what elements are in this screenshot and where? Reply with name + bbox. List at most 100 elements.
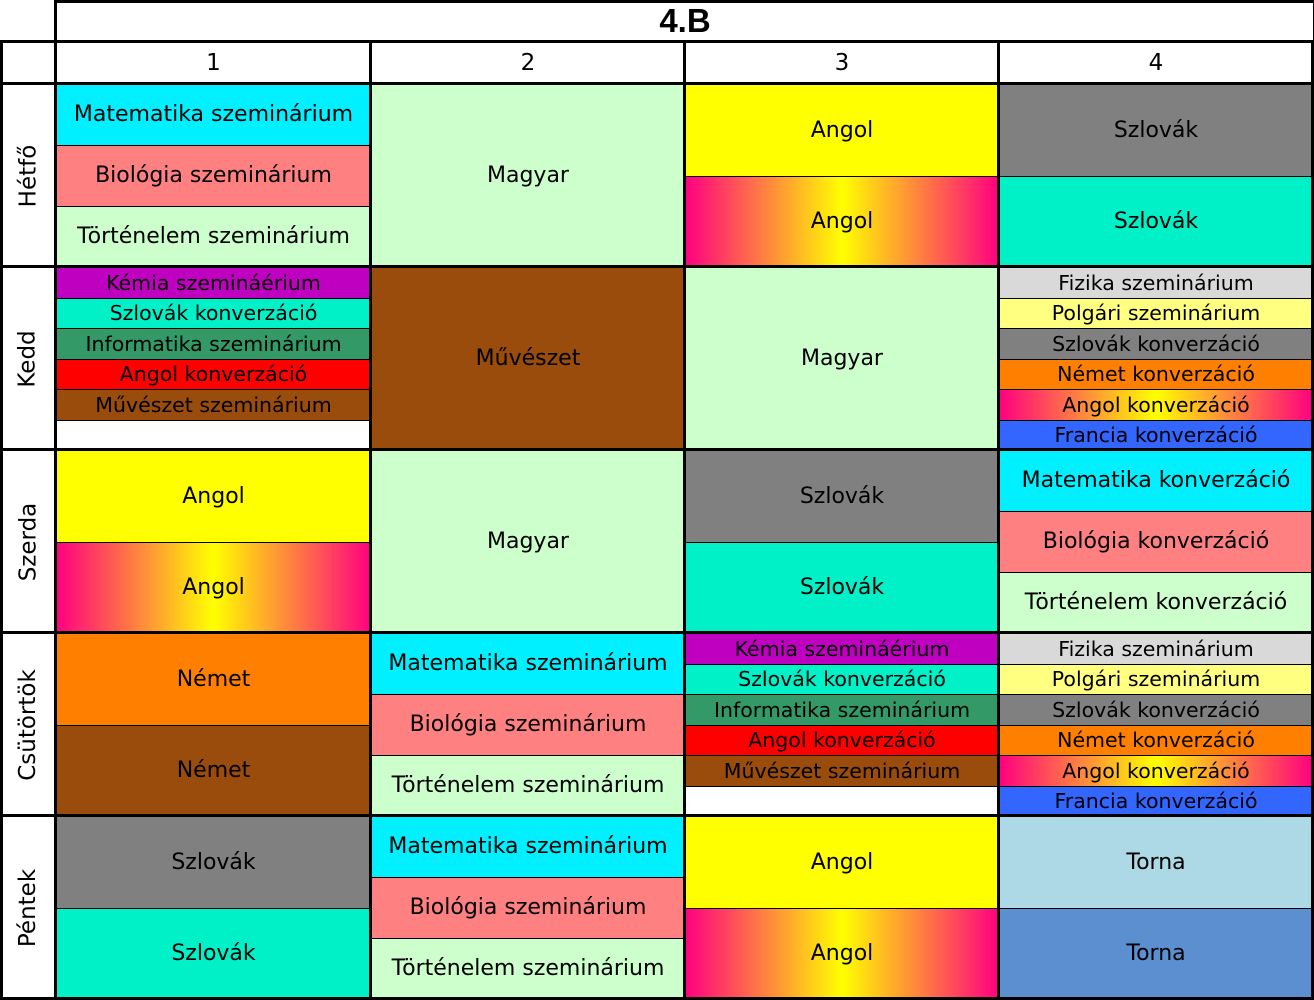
lesson-cell: Történelem szeminárium (371, 755, 685, 816)
grid-line (1311, 40, 1314, 1000)
cell-divider (56, 725, 371, 726)
lesson-cell: Angol (56, 450, 371, 542)
grid-line (0, 448, 1314, 451)
lesson-cell: Szlovák konverzáció (56, 298, 371, 328)
lesson-cell: Német (56, 725, 371, 816)
lesson-cell: Német konverzáció (999, 725, 1313, 755)
lesson-cell: Magyar (685, 267, 999, 450)
cell-divider (999, 298, 1313, 299)
column-header-1: 1 (206, 50, 221, 76)
lesson-cell: Angol (685, 176, 999, 267)
lesson-cell: Művészet szeminárium (56, 389, 371, 420)
lesson-cell: Fizika szeminárium (999, 267, 1313, 298)
cell-divider (56, 298, 371, 299)
lesson-cell: Matematika konverzáció (999, 450, 1313, 511)
lesson-cell: Angol konverzáció (999, 755, 1313, 786)
column-header-2: 2 (520, 50, 536, 76)
grid-line (369, 40, 372, 1000)
grid-line (54, 0, 57, 1000)
lesson-cell: Fizika szeminárium (999, 633, 1313, 664)
cell-divider (56, 542, 371, 543)
lesson-cell: Matematika szeminárium (371, 633, 685, 694)
lesson-cell: Torna (999, 908, 1313, 999)
cell-divider (56, 145, 371, 146)
grid-line (0, 40, 1314, 43)
lesson-cell: Német konverzáció (999, 359, 1313, 389)
cell-divider (685, 786, 999, 787)
lesson-cell: Francia konverzáció (999, 420, 1313, 450)
lesson-cell: Szlovák konverzáció (685, 664, 999, 694)
grid-line (0, 997, 1314, 1000)
cell-divider (685, 755, 999, 756)
lesson-cell: Szlovák konverzáció (999, 328, 1313, 359)
cell-divider (685, 542, 999, 543)
lesson-cell: Angol konverzáció (56, 359, 371, 389)
lesson-cell: Angol (685, 816, 999, 908)
day-label-text: Kedd (15, 329, 42, 388)
lesson-cell: Francia konverzáció (999, 786, 1313, 816)
cell-divider (685, 908, 999, 909)
lesson-cell: Torna (999, 816, 1313, 908)
lesson-cell: Művészet szeminárium (685, 755, 999, 786)
grid-line (683, 40, 686, 1000)
lesson-cell: Szlovák konverzáció (999, 694, 1313, 725)
lesson-cell: Angol (56, 542, 371, 633)
lesson-cell: Szlovák (56, 908, 371, 999)
cell-divider (999, 908, 1313, 909)
cell-divider (371, 877, 685, 878)
lesson-cell: Biológia szeminárium (371, 877, 685, 938)
day-label: Szerda (0, 450, 56, 633)
cell-divider (56, 206, 371, 207)
lesson-cell: Német (56, 633, 371, 725)
day-label-text: Péntek (15, 868, 42, 947)
lesson-cell: Szlovák (999, 176, 1313, 267)
lesson-cell: Kémia szemináérium (685, 633, 999, 664)
lesson-cell: Kémia szemináérium (56, 267, 371, 298)
day-label-text: Csütörtök (15, 668, 42, 781)
grid-line (0, 814, 1314, 817)
cell-divider (999, 664, 1313, 665)
cell-divider (371, 694, 685, 695)
lesson-cell: Magyar (371, 450, 685, 633)
lesson-cell: Polgári szeminárium (999, 298, 1313, 328)
lesson-cell (685, 786, 999, 816)
cell-divider (371, 755, 685, 756)
day-label: Kedd (0, 267, 56, 450)
day-label: Hétfő (0, 84, 56, 267)
day-label: Csütörtök (0, 633, 56, 816)
cell-divider (685, 176, 999, 177)
day-label-text: Hétfő (15, 144, 42, 207)
grid-line (56, 0, 1314, 3)
day-label: Péntek (0, 816, 56, 999)
cell-divider (999, 694, 1313, 695)
cell-divider (999, 511, 1313, 512)
table-title: 4.B (659, 2, 711, 39)
cell-divider (999, 176, 1313, 177)
lesson-cell: Angol (685, 908, 999, 999)
cell-divider (56, 389, 371, 390)
lesson-cell: Angol konverzáció (685, 725, 999, 755)
lesson-cell: Informatika szeminárium (685, 694, 999, 725)
cell-divider (685, 725, 999, 726)
lesson-cell: Történelem szeminárium (371, 938, 685, 999)
lesson-cell: Biológia szeminárium (56, 145, 371, 206)
cell-divider (56, 328, 371, 329)
lesson-cell: Angol (685, 84, 999, 176)
lesson-cell: Történelem konverzáció (999, 572, 1313, 633)
lesson-cell: Történelem szeminárium (56, 206, 371, 267)
cell-divider (56, 908, 371, 909)
lesson-cell: Biológia szeminárium (371, 694, 685, 755)
lesson-cell: Polgári szeminárium (999, 664, 1313, 694)
lesson-cell: Szlovák (999, 84, 1313, 176)
cell-divider (999, 420, 1313, 421)
cell-divider (685, 664, 999, 665)
column-header-3: 3 (834, 50, 850, 76)
cell-divider (685, 694, 999, 695)
cell-divider (371, 938, 685, 939)
grid-line (0, 40, 3, 1000)
lesson-cell (56, 420, 371, 450)
lesson-cell: Magyar (371, 84, 685, 267)
grid-line (0, 82, 1314, 85)
lesson-cell: Matematika szeminárium (371, 816, 685, 877)
